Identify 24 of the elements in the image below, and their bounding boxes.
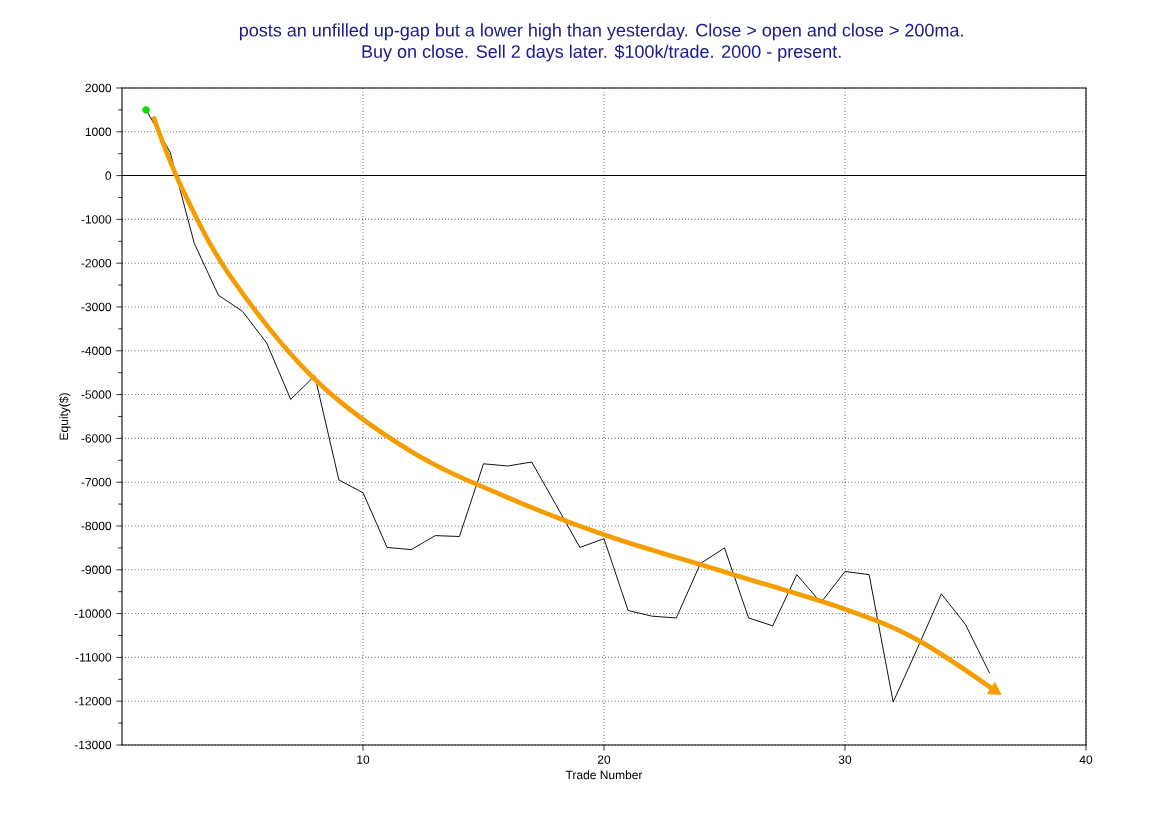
y-tick-label: -7000: [81, 477, 112, 487]
y-tick-label: -6000: [81, 434, 112, 443]
x-axis-title: Trade Number: [565, 770, 643, 780]
y-tick-label: -10000: [74, 609, 112, 618]
y-tick-label: -13000: [74, 740, 112, 750]
x-tick-label: 10: [357, 755, 370, 764]
y-tick-label: -5000: [81, 390, 112, 399]
x-tick-label: 30: [838, 755, 852, 764]
chart-subtitle: Buy on close. Sell 2 days later. $100k/trade. 2000 - present.: [362, 44, 841, 62]
x-tick-label: 40: [1079, 755, 1093, 764]
y-axis-title: Equity($): [59, 393, 71, 440]
y-tick-label: -12000: [74, 696, 112, 706]
y-tick-label: -4000: [81, 346, 112, 356]
x-tick-label: 20: [597, 755, 611, 764]
y-tick-label: -1000: [81, 215, 112, 224]
y-tick-label: 0: [105, 171, 112, 180]
y-tick-label: -3000: [81, 302, 112, 312]
y-tick-label: -9000: [81, 565, 112, 575]
chart-title: posts an unfilled up-gap but a lower high than yesterday. Close > open and close > 200ma.: [239, 23, 963, 41]
y-tick-label: -11000: [75, 653, 112, 662]
y-tick-label: 2000: [85, 83, 112, 93]
y-tick-label: 1000: [85, 127, 112, 137]
y-tick-label: -2000: [81, 258, 112, 268]
y-tick-label: -8000: [81, 521, 112, 531]
